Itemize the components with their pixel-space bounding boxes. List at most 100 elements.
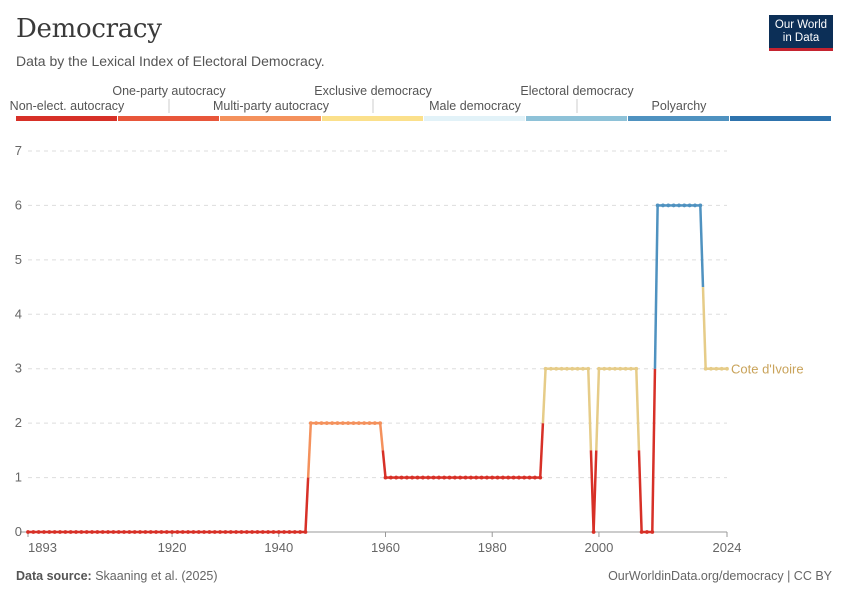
legend-swatch-5	[526, 116, 627, 121]
series-point	[202, 530, 206, 534]
data-source-text[interactable]: Skaaning et al. (2025)	[95, 569, 218, 583]
series-point	[260, 530, 265, 534]
series-point	[330, 421, 335, 426]
series-point	[319, 421, 324, 426]
series-point	[565, 366, 569, 371]
legend-label-4[interactable]: Male democracy	[429, 99, 521, 113]
series-point	[276, 530, 281, 534]
series-point	[74, 530, 78, 534]
series-segment	[538, 423, 545, 478]
series-point	[458, 475, 463, 480]
legend-swatch-7	[730, 116, 831, 121]
legend-swatch-3	[322, 116, 423, 121]
series-point	[388, 475, 393, 480]
y-tick-label-1: 1	[15, 470, 22, 485]
series-point	[650, 530, 655, 534]
series-point	[314, 421, 319, 426]
series-point	[474, 475, 479, 480]
series-point	[154, 530, 158, 534]
series-point	[292, 530, 297, 534]
legend-label-3[interactable]: Exclusive democracy	[314, 84, 432, 98]
legend-label-0[interactable]: Non-elect. autocracy	[10, 99, 125, 113]
legend-swatch-0	[16, 116, 117, 121]
series-point	[218, 530, 222, 534]
series-point	[725, 366, 729, 371]
series-label[interactable]: Cote d'Ivoire	[731, 362, 804, 377]
series-point	[629, 366, 633, 371]
legend-label-5[interactable]: Electoral democracy	[520, 84, 634, 98]
series-point	[426, 475, 431, 480]
series-segment	[541, 368, 547, 424]
series-point	[122, 530, 126, 534]
series-segment	[637, 450, 643, 533]
series-point	[271, 530, 276, 534]
series-point	[356, 421, 361, 426]
series-point	[303, 530, 308, 534]
y-tick-label-3: 3	[15, 361, 22, 376]
grid-lines	[28, 150, 727, 479]
series-point	[703, 366, 708, 371]
series-segment	[635, 368, 641, 451]
series-point	[639, 530, 644, 534]
series-point	[452, 475, 457, 480]
axes: 0 1 2 3 4 5 6 7 1893 1920 1940 1960 1980 2000 2024	[15, 143, 742, 555]
series-point	[511, 475, 516, 480]
x-tick-label-1893: 1893	[28, 540, 57, 555]
legend-label-6[interactable]: Polyarchy	[652, 99, 708, 113]
series-point	[645, 530, 649, 534]
data-source: Data source: Skaaning et al. (2025)	[16, 569, 218, 583]
series-point	[308, 421, 313, 426]
series-point	[517, 475, 521, 480]
series-segment	[701, 287, 707, 369]
series-cote-divoire[interactable]: Cote d'Ivoire	[26, 203, 804, 534]
series-point	[586, 366, 591, 371]
y-tick-label-6: 6	[15, 197, 22, 212]
series-segment	[651, 368, 657, 533]
series-point	[175, 530, 180, 534]
footer-link[interactable]: OurWorldinData.org/democracy | CC BY	[608, 569, 832, 583]
series-segment	[592, 450, 598, 533]
series-point	[223, 530, 228, 534]
chart-title: Democracy	[16, 14, 162, 44]
series-point	[244, 530, 249, 534]
series-segment	[378, 423, 385, 451]
y-tick-label-0: 0	[15, 524, 22, 539]
x-tick-label-1940: 1940	[264, 540, 293, 555]
logo-line-1: Our World	[774, 19, 828, 31]
series-point	[500, 475, 505, 480]
legend-swatch-2	[220, 116, 321, 121]
series-point	[100, 530, 105, 534]
series-point	[410, 475, 415, 480]
series-point	[36, 530, 41, 534]
legend-label-2[interactable]: Multi-party autocracy	[213, 99, 330, 113]
series-point	[591, 530, 596, 534]
series-point	[127, 530, 132, 534]
logo-line-2: in Data	[782, 32, 820, 44]
series-point	[570, 366, 575, 371]
legend-swatch-1	[118, 116, 219, 121]
owid-logo[interactable]: Our World in Data	[769, 15, 833, 51]
series-point	[404, 475, 409, 480]
series-point	[95, 530, 100, 534]
series-point	[436, 475, 441, 480]
series-point	[186, 530, 190, 534]
series-point	[394, 475, 399, 480]
series-point	[490, 475, 495, 480]
series-point	[607, 366, 612, 371]
series-point	[298, 530, 303, 534]
series-point	[282, 530, 287, 534]
series-point	[287, 530, 292, 534]
series-point	[420, 475, 425, 480]
series-point	[324, 421, 329, 426]
series-point	[212, 530, 217, 534]
series-point	[709, 366, 713, 371]
legend-label-1[interactable]: One-party autocracy	[112, 84, 226, 98]
series-point	[196, 530, 201, 534]
series-point	[613, 366, 617, 371]
series-point	[346, 421, 351, 426]
series-point	[698, 203, 703, 208]
series-segment	[699, 205, 705, 288]
series-segment	[304, 477, 310, 533]
y-tick-label-7: 7	[15, 143, 22, 158]
series-point	[666, 203, 671, 208]
